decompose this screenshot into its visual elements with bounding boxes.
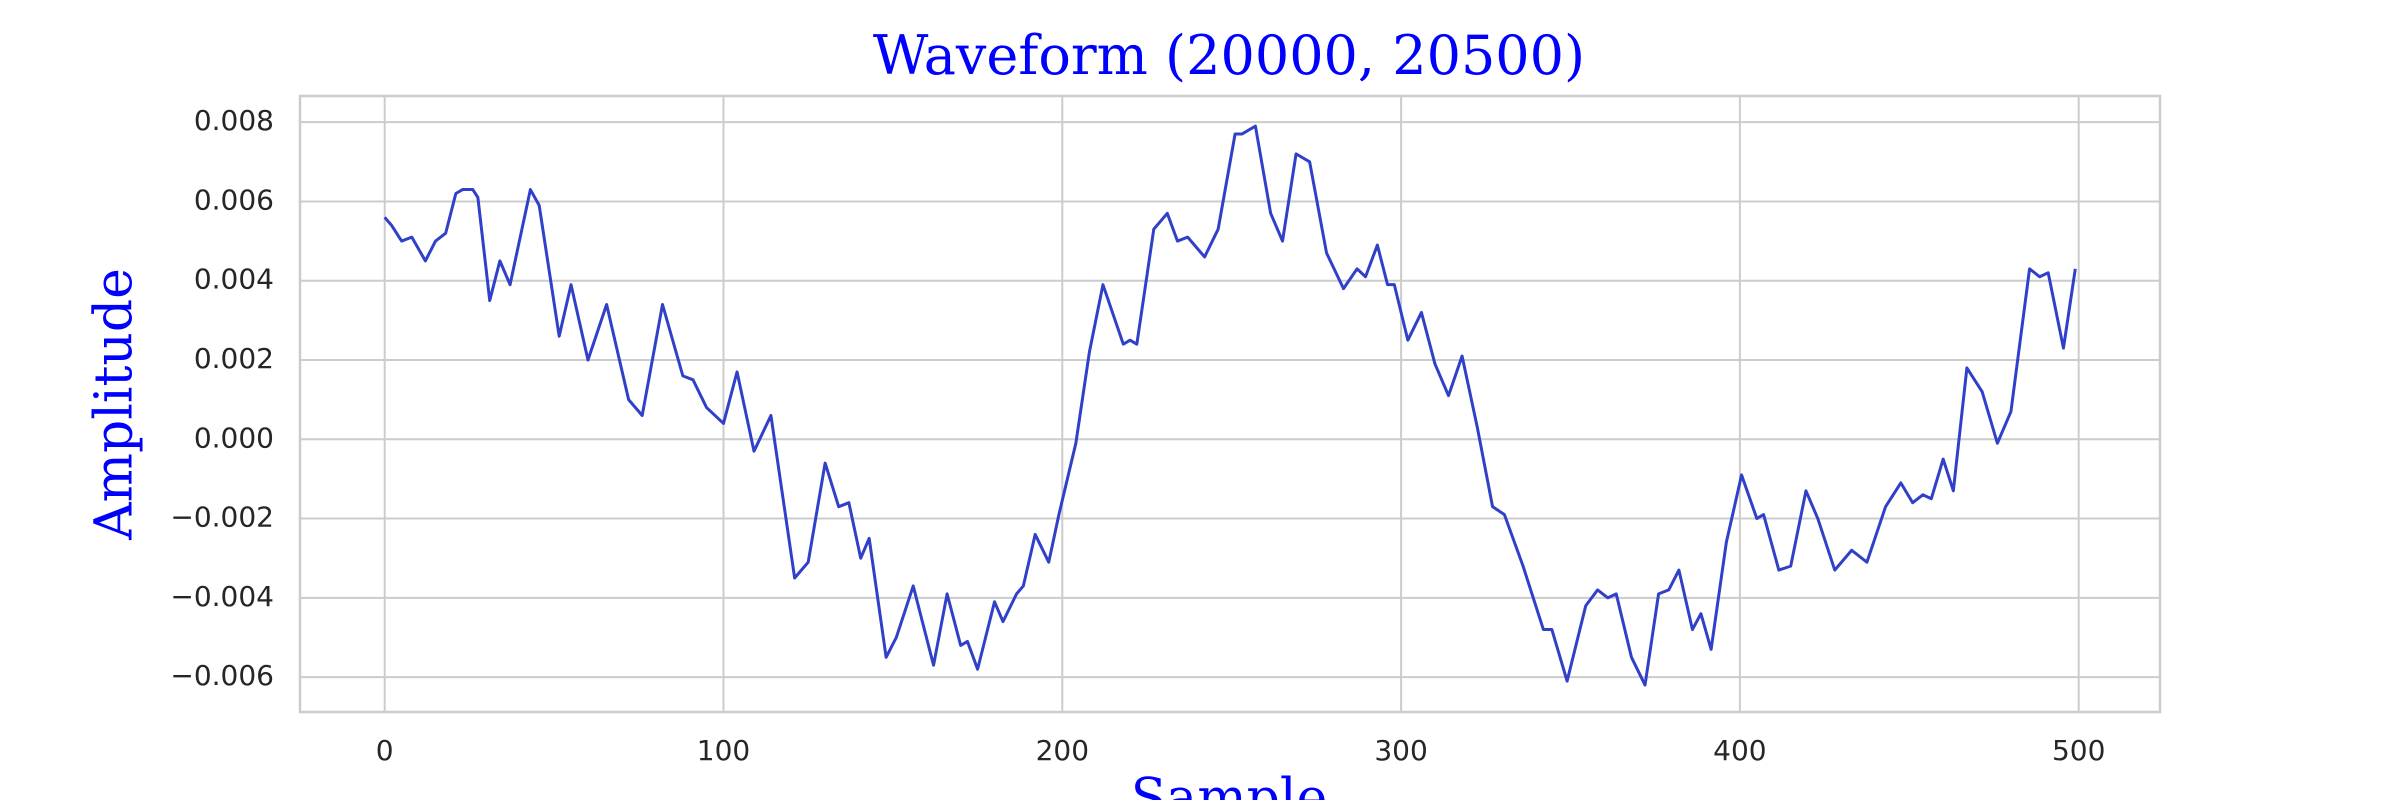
chart-title: Waveform (20000, 20500) xyxy=(873,24,1585,87)
y-tick-label: 0.002 xyxy=(194,342,274,375)
y-tick-label: 0.006 xyxy=(194,183,274,216)
x-tick-label: 300 xyxy=(1374,734,1427,767)
y-tick-label: 0.004 xyxy=(194,263,274,296)
y-axis-label: Amplitude xyxy=(85,268,145,541)
x-axis-label: Sample xyxy=(1131,769,1328,800)
y-tick-label: −0.002 xyxy=(170,501,274,534)
x-tick-label: 400 xyxy=(1713,734,1766,767)
x-tick-label: 500 xyxy=(2052,734,2105,767)
y-tick-label: 0.008 xyxy=(194,104,274,137)
y-tick-label: −0.006 xyxy=(170,659,274,692)
x-tick-label: 0 xyxy=(376,734,394,767)
y-tick-label: −0.004 xyxy=(170,580,274,613)
waveform-line xyxy=(383,124,2077,687)
x-tick-label: 100 xyxy=(697,734,750,767)
plot-frame xyxy=(298,94,2162,714)
y-tick-label: 0.000 xyxy=(194,421,274,454)
x-tick-label: 200 xyxy=(1036,734,1089,767)
